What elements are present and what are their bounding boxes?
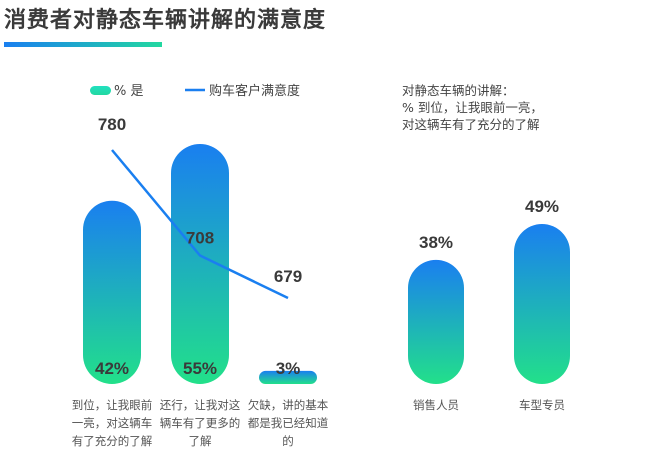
right-bar-2 [514,224,570,384]
right-value-labels: 38% 49% [419,197,559,252]
title-underline [4,42,162,47]
left-bars [83,144,317,384]
satisfaction-line [111,149,289,300]
right-category-2: 车型专员 [519,398,565,412]
category-3-line-1: 欠缺，讲的基本 [248,398,329,412]
bar-1-percent: 42% [95,359,129,378]
satisfaction-value-2: 708 [186,229,214,248]
right-bars [408,224,570,384]
bar-2 [171,144,229,384]
satisfaction-value-3: 679 [274,267,302,286]
category-2-line-3: 了解 [189,434,212,448]
category-1-line-1: 到位，让我眼前 [72,398,153,412]
right-category-1: 销售人员 [413,398,459,412]
category-3-line-3: 的 [282,434,294,448]
category-1-line-3: 有了充分的了解 [72,434,153,448]
left-percent-labels: 42% 55% 3% [95,359,300,378]
right-bar-1 [408,259,464,384]
category-3-line-2: 都是我已经知道 [248,416,329,430]
bar-1 [83,200,141,384]
legend-bar-label: % 是 [114,84,144,99]
category-2-line-2: 辆车有了更多的 [160,416,241,430]
bar-3 [259,370,317,384]
chart-title: 消费者对静态车辆讲解的满意度 [4,8,327,33]
satisfaction-labels: 780 708 679 [98,115,302,286]
bar-3-percent: 3% [276,359,301,378]
legend-bar-swatch [90,86,111,95]
legend-line-label: 购车客户满意度 [209,83,300,99]
right-bar-1-value: 38% [419,233,453,252]
right-note-line-2: % 到位，让我眼前一亮， [402,100,543,115]
right-category-labels: 销售人员 车型专员 [413,398,565,412]
bar-2-percent: 55% [183,359,217,378]
right-bar-2-value: 49% [525,197,559,216]
satisfaction-value-1: 780 [98,115,126,134]
category-2-line-1: 还行，让我对这 [160,398,241,412]
category-1-line-2: 一亮，对这辆车 [72,416,153,430]
right-note-line-1: 对静态车辆的讲解： [402,83,515,98]
right-note-line-3: 对这辆车有了充分的了解 [402,117,540,132]
